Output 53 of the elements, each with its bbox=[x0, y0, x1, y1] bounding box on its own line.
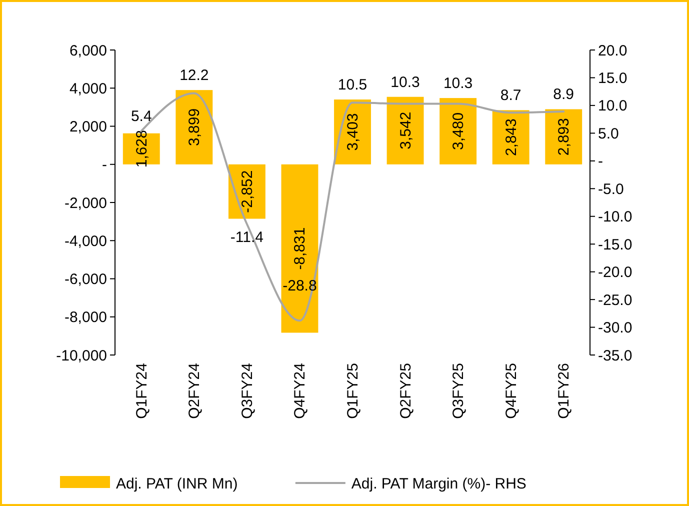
y-tick-label: 6,000 bbox=[69, 42, 107, 60]
x-tick-label: Q4FY24 bbox=[292, 363, 309, 419]
legend-label: Adj. PAT (INR Mn) bbox=[116, 475, 238, 492]
y-tick-label: 4,000 bbox=[69, 80, 107, 98]
data-label: 2,843 bbox=[502, 118, 520, 156]
y2-tick-label: - bbox=[598, 153, 603, 170]
y-tick-label: - bbox=[102, 156, 107, 174]
x-tick-label: Q1FY24 bbox=[133, 363, 150, 419]
x-tick-label: Q1FY25 bbox=[344, 363, 362, 419]
y2-tick-label: -15.0 bbox=[598, 236, 632, 254]
x-tick-label: Q2FY25 bbox=[397, 363, 414, 419]
x-tick-label: Q3FY25 bbox=[450, 363, 468, 419]
y2-tick-label: -20.0 bbox=[598, 264, 632, 282]
y-tick-label: -2,000 bbox=[64, 194, 107, 212]
data-label: 1,628 bbox=[133, 130, 150, 168]
bar bbox=[440, 98, 477, 164]
x-tick-label: Q2FY24 bbox=[186, 363, 204, 419]
y-tick-label: -6,000 bbox=[64, 271, 107, 288]
y2-tick-label: -5.0 bbox=[598, 180, 624, 198]
data-label: 8.9 bbox=[553, 86, 574, 104]
y-tick-label: -4,000 bbox=[64, 232, 107, 250]
y-tick-label: -8,000 bbox=[64, 309, 107, 326]
y2-tick-label: -35.0 bbox=[598, 347, 632, 364]
data-label: 10.5 bbox=[338, 76, 368, 94]
data-label: 5.4 bbox=[130, 108, 152, 125]
data-label: 3,542 bbox=[397, 112, 414, 150]
y2-tick-label: 15.0 bbox=[598, 70, 628, 87]
data-label: -2,852 bbox=[238, 170, 256, 213]
y2-tick-label: 10.0 bbox=[598, 98, 628, 115]
data-label: 10.3 bbox=[443, 75, 473, 92]
y2-tick-label: 20.0 bbox=[598, 42, 628, 60]
y2-tick-label: -25.0 bbox=[598, 292, 632, 309]
data-label: 10.3 bbox=[390, 74, 420, 91]
data-label: 12.2 bbox=[180, 67, 209, 84]
x-tick-label: Q1FY26 bbox=[556, 363, 573, 419]
y2-tick-label: 5.0 bbox=[598, 125, 619, 142]
data-label: 3,899 bbox=[186, 108, 204, 146]
data-label: 2,893 bbox=[556, 118, 573, 156]
bar bbox=[386, 96, 424, 164]
y2-tick-label: -30.0 bbox=[598, 320, 632, 337]
data-label: 3,403 bbox=[344, 113, 362, 151]
bar bbox=[281, 164, 318, 333]
data-label: 8.7 bbox=[500, 87, 522, 104]
data-label: -11.4 bbox=[230, 229, 264, 246]
x-tick-label: Q3FY24 bbox=[238, 363, 256, 419]
legend-label: Adj. PAT Margin (%)- RHS bbox=[351, 475, 526, 492]
data-label: -8,831 bbox=[292, 227, 309, 270]
bar bbox=[545, 109, 582, 164]
y-tick-label: 2,000 bbox=[69, 118, 107, 136]
y2-tick-label: -10.0 bbox=[598, 208, 632, 226]
data-label: 3,480 bbox=[450, 112, 468, 150]
x-tick-label: Q4FY25 bbox=[502, 363, 520, 419]
y-tick-label: -10,000 bbox=[56, 347, 107, 364]
